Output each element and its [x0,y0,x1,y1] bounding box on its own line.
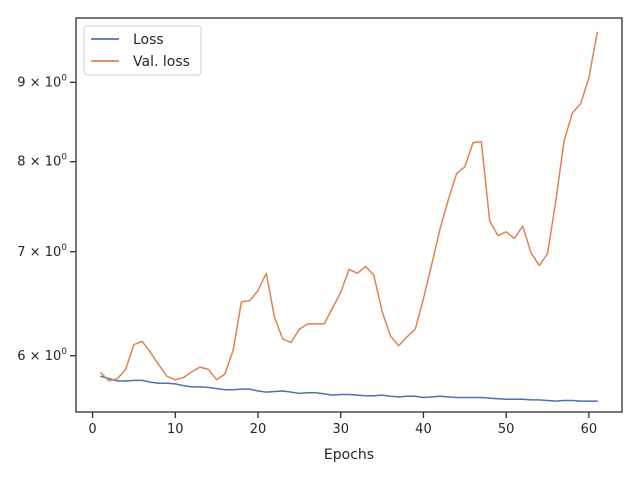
x-tick-label: 10 [167,422,184,437]
y-tick-label: 6 × 100 [17,347,67,364]
x-axis-label: Epochs [324,447,374,463]
x-tick-label: 20 [250,422,267,437]
series-line-val-loss [100,31,598,382]
legend: Loss Val. loss [83,25,202,76]
x-tick-label: 30 [332,422,349,437]
legend-label-loss: Loss [133,32,164,48]
y-tick-label: 9 × 100 [17,73,67,90]
x-tick-label: 40 [415,422,432,437]
x-tick-label: 50 [498,422,515,437]
plot-frame [75,17,623,413]
x-tick-label: 0 [88,422,96,437]
legend-label-val-loss: Val. loss [133,54,190,70]
series-line-loss [100,375,598,402]
plot-area [76,18,622,412]
y-tick-label: 8 × 100 [17,153,67,170]
x-tick-label: 60 [581,422,598,437]
y-tick-label: 7 × 100 [17,243,67,260]
